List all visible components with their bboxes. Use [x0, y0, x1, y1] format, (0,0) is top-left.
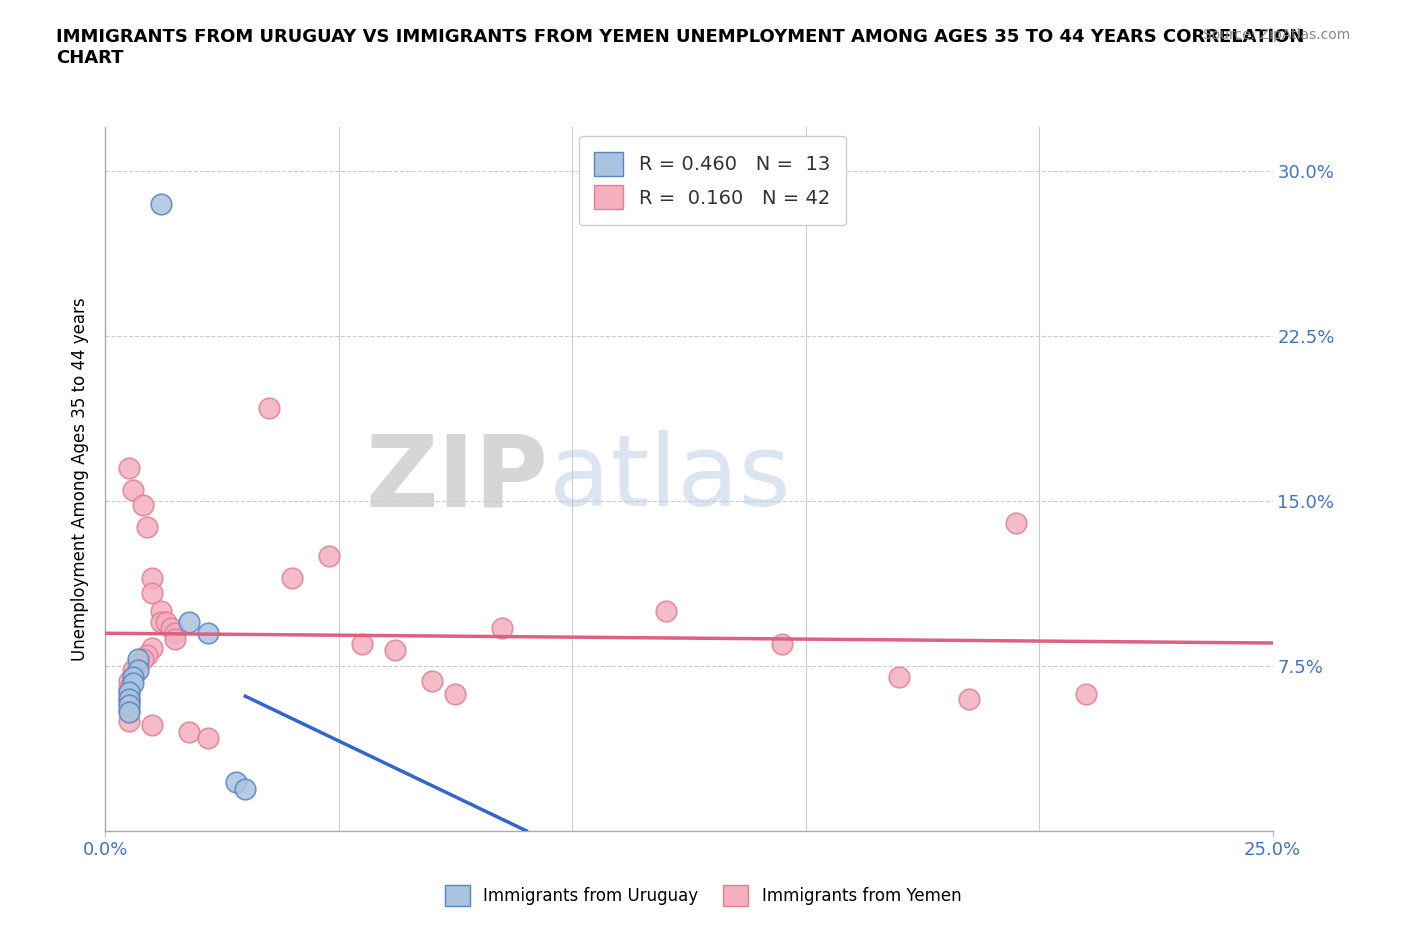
- Point: [770, 636, 793, 651]
- Point: [117, 681, 139, 696]
- Point: [117, 713, 139, 728]
- Point: [155, 615, 177, 630]
- Point: [117, 684, 139, 699]
- Point: [350, 636, 373, 651]
- Point: [117, 696, 139, 711]
- Point: [257, 401, 280, 416]
- Point: [131, 652, 153, 667]
- Point: [117, 691, 139, 706]
- Point: [654, 604, 676, 618]
- Point: [444, 687, 467, 702]
- Point: [957, 691, 980, 706]
- Point: [117, 673, 139, 688]
- Point: [318, 549, 340, 564]
- Legend: R = 0.460   N =  13, R =  0.160   N = 42: R = 0.460 N = 13, R = 0.160 N = 42: [579, 137, 846, 225]
- Point: [141, 586, 163, 601]
- Point: [127, 652, 149, 667]
- Text: atlas: atlas: [548, 431, 790, 527]
- Point: [887, 670, 910, 684]
- Point: [122, 663, 145, 678]
- Text: ZIP: ZIP: [366, 431, 548, 527]
- Point: [150, 604, 173, 618]
- Legend: Immigrants from Uruguay, Immigrants from Yemen: Immigrants from Uruguay, Immigrants from…: [439, 879, 967, 912]
- Point: [136, 647, 159, 662]
- Point: [117, 705, 139, 720]
- Point: [420, 673, 443, 688]
- Point: [117, 691, 139, 706]
- Y-axis label: Unemployment Among Ages 35 to 44 years: Unemployment Among Ages 35 to 44 years: [72, 297, 89, 660]
- Point: [197, 625, 219, 640]
- Point: [122, 670, 145, 684]
- Point: [141, 570, 163, 585]
- Point: [179, 724, 201, 739]
- Point: [127, 656, 149, 671]
- Point: [281, 570, 304, 585]
- Point: [165, 631, 187, 646]
- Point: [233, 781, 256, 796]
- Point: [117, 698, 139, 712]
- Point: [141, 718, 163, 733]
- Text: Source: ZipAtlas.com: Source: ZipAtlas.com: [1202, 28, 1350, 42]
- Point: [159, 621, 181, 636]
- Point: [1004, 515, 1026, 530]
- Point: [197, 731, 219, 746]
- Point: [117, 460, 139, 475]
- Point: [122, 676, 145, 691]
- Point: [179, 615, 201, 630]
- Point: [141, 641, 163, 656]
- Point: [131, 498, 153, 512]
- Point: [117, 702, 139, 717]
- Point: [122, 670, 145, 684]
- Point: [127, 663, 149, 678]
- Point: [225, 775, 247, 790]
- Text: IMMIGRANTS FROM URUGUAY VS IMMIGRANTS FROM YEMEN UNEMPLOYMENT AMONG AGES 35 TO 4: IMMIGRANTS FROM URUGUAY VS IMMIGRANTS FR…: [56, 28, 1305, 67]
- Point: [165, 625, 187, 640]
- Point: [117, 687, 139, 702]
- Point: [384, 643, 406, 658]
- Point: [150, 615, 173, 630]
- Point: [491, 621, 513, 636]
- Point: [1074, 687, 1097, 702]
- Point: [136, 520, 159, 535]
- Point: [150, 196, 173, 211]
- Point: [122, 483, 145, 498]
